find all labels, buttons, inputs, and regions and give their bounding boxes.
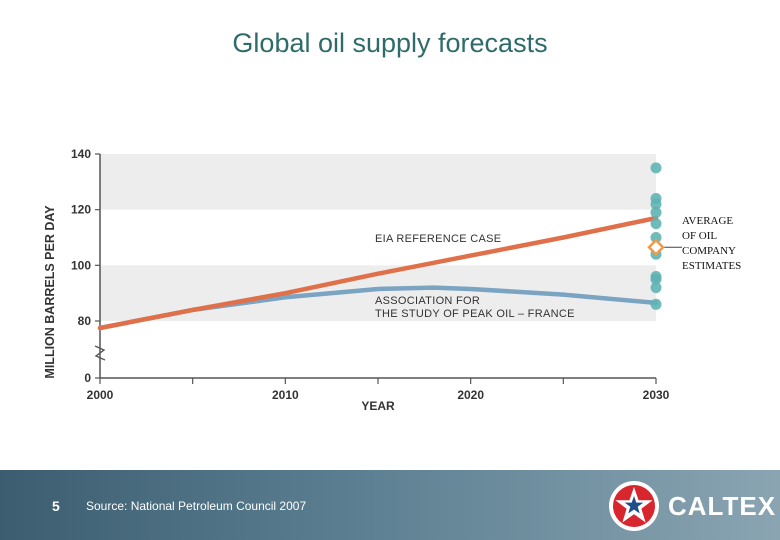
series-label-aspo-line-1: ASSOCIATION FOR [375,295,480,307]
annotation-line: AVERAGE [682,215,734,227]
estimate-dot [650,273,662,285]
estimate-dot [650,298,662,310]
y-tick-label: 120 [71,203,91,217]
series-line-eia [97,215,659,331]
star-logo-icon [609,481,659,531]
estimate-dot [650,162,662,174]
x-tick-label: 2010 [272,388,299,402]
annotation-line: OF OIL [682,230,718,242]
estimate-dot [650,282,662,294]
y-axis-label: MILLION BARRELS PER DAY [43,205,57,379]
y-ticks: 0 80 100 120 140 [71,147,100,385]
x-tick-label: 2030 [643,388,670,402]
y-tick-label: 140 [71,147,91,161]
estimate-dot [650,232,662,243]
estimate-dot [650,218,662,230]
page-title: Global oil supply forecasts [232,28,548,58]
average-estimate-marker [647,238,665,257]
y-tick-label: 100 [71,258,91,272]
y-tick-label: 80 [78,314,92,328]
annotation-line: ESTIMATES [682,260,742,272]
series-label-eia: EIA REFERENCE CASE [375,233,501,245]
chart-band-120-140 [100,154,656,210]
x-tick-label: 2020 [457,388,484,402]
logo-wordmark: CALTEX [668,491,777,521]
annotation-line: COMPANY [682,245,737,257]
chart: 0 80 100 120 140 2000 2010 2020 2030 EIA REFERE… [43,147,682,413]
footer-bar: 5 Source: National Petroleum Council 200… [0,470,780,540]
estimate-dot [650,198,662,210]
x-axis-label: YEAR [361,399,395,413]
x-tick-label: 2000 [87,388,114,402]
page-number: 5 [52,498,60,514]
caltex-logo: CALTEX [606,478,776,534]
axis-break-icon [94,345,106,361]
estimate-dot [650,206,662,218]
x-ticks: 2000 2010 2020 2030 [87,378,670,402]
source-note: Source: National Petroleum Council 2007 [86,499,307,513]
y-tick-label: 0 [84,371,91,385]
average-estimates-annotation: AVERAGE OF OIL COMPANY ESTIMATES [682,214,772,274]
series-label-aspo-line-2: THE STUDY OF PEAK OIL – FRANCE [375,308,575,320]
